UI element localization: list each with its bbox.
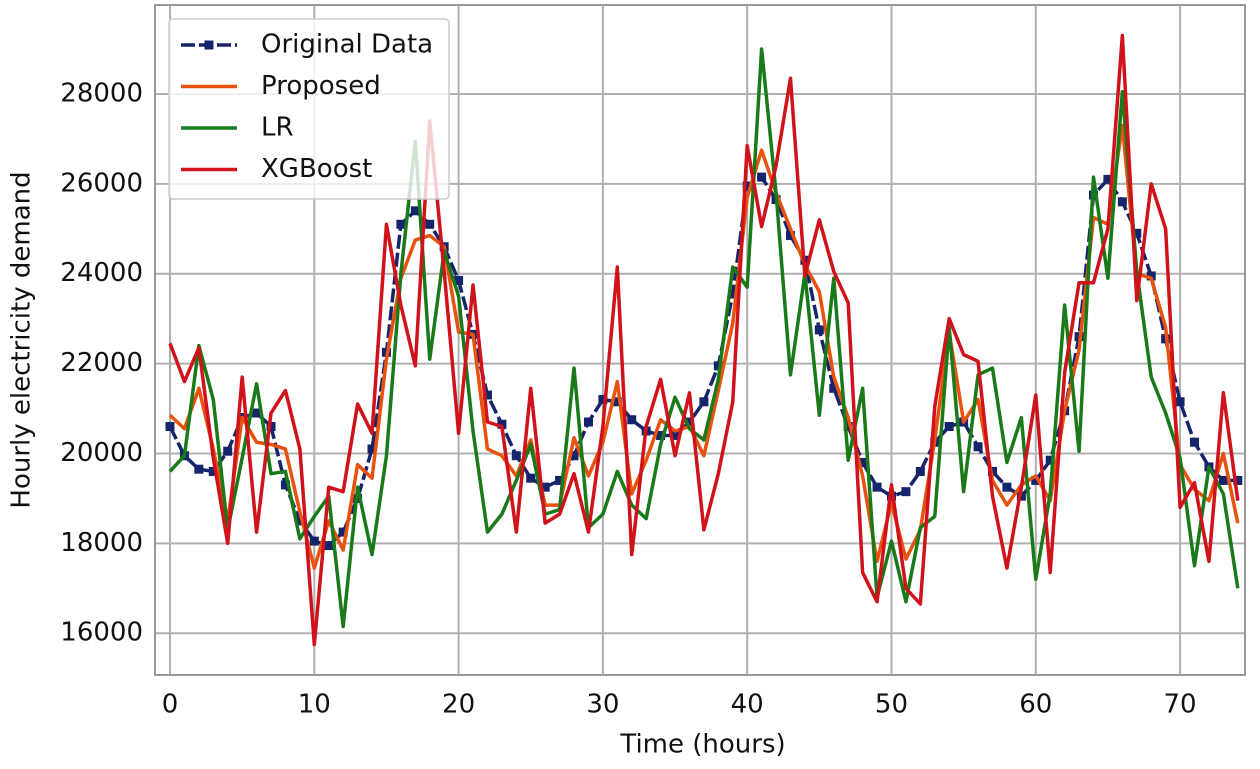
x-tick-label: 50 [875,690,908,720]
series-line [168,47,1240,629]
data-point [454,275,464,285]
data-point [757,172,767,182]
data-point [612,397,622,407]
data-point [540,482,550,492]
data-point [858,457,868,467]
x-tick-label: 10 [298,690,331,720]
plot-frame [154,4,1246,676]
data-point [1146,271,1156,281]
data-point [814,325,824,335]
data-point [497,419,507,429]
x-tick-label: 30 [586,690,619,720]
data-point [1218,475,1228,485]
legend-label: LR [261,113,294,143]
legend: Original Data Proposed LR XGBoost [168,18,450,200]
data-point [915,466,925,476]
data-point [165,422,175,432]
data-point [944,422,954,432]
data-point [829,383,839,393]
y-tick-label: 26000 [60,168,143,198]
x-tick-label: 0 [162,690,179,720]
y-axis-label: Hourly electricity demand [7,171,37,508]
data-point [569,451,579,461]
data-point [583,417,593,427]
data-point [684,417,694,427]
data-point [1132,228,1142,238]
data-point [728,289,738,299]
y-tick-label: 22000 [60,348,143,378]
data-point [511,451,521,461]
data-point [670,430,680,440]
x-tick-label: 20 [442,690,475,720]
data-point [742,181,752,191]
data-point [843,422,853,432]
data-point [1002,482,1012,492]
data-point [367,444,377,454]
series-line [168,33,1240,647]
data-point [295,516,305,526]
data-point [338,527,348,537]
data-point [252,408,262,418]
legend-marker [204,40,214,50]
data-point [526,473,536,483]
data-point [1189,437,1199,447]
x-tick-label: 70 [1164,690,1197,720]
data-point [280,480,290,490]
x-tick-label: 60 [1019,690,1052,720]
data-point [699,397,709,407]
legend-box [168,18,450,200]
data-point [309,536,319,546]
y-tick-label: 20000 [60,438,143,468]
data-point [482,390,492,400]
x-tick-label: 40 [731,690,764,720]
data-point [901,487,911,497]
data-point [396,219,406,229]
data-point [973,442,983,452]
data-point [324,541,334,551]
data-point [1233,475,1243,485]
legend-label: Original Data [261,30,433,60]
data-point [223,446,233,456]
data-point [1045,455,1055,465]
y-tick-label: 16000 [60,618,143,648]
data-point [1175,397,1185,407]
y-tick-label: 28000 [60,78,143,108]
data-point [410,206,420,216]
x-axis-label: Time (hours) [619,730,785,760]
data-point [1031,475,1041,485]
data-point [1117,197,1127,207]
data-point [1103,174,1113,184]
data-point [194,464,204,474]
data-point [598,395,608,405]
data-point [208,466,218,476]
data-point [872,482,882,492]
data-point [425,219,435,229]
data-point [656,430,666,440]
data-point [627,415,637,425]
data-point [555,475,565,485]
legend-label: Proposed [261,71,381,101]
y-tick-label: 24000 [60,258,143,288]
y-tick-label: 18000 [60,528,143,558]
data-point [785,231,795,241]
legend-label: XGBoost [261,154,372,184]
